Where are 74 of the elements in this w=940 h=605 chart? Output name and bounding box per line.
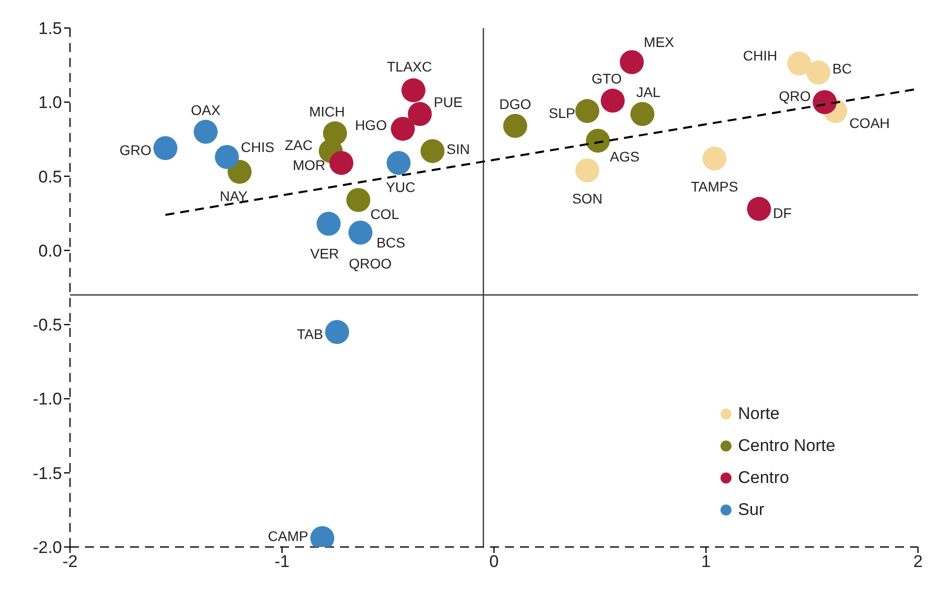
x-tick-label: 2 — [913, 552, 923, 572]
annotation: ZAC — [284, 137, 313, 154]
annotation: COAH — [849, 115, 890, 132]
annotation: DF — [773, 204, 792, 221]
point — [348, 220, 372, 245]
point — [153, 136, 178, 160]
point — [812, 90, 837, 114]
annotation: PUE — [434, 94, 463, 110]
legend-label: Sur — [738, 499, 764, 521]
annotation: SIN — [446, 141, 470, 158]
annotation: CAMP — [268, 528, 308, 544]
annotation: GTO — [592, 70, 622, 87]
annotation: CHIH — [743, 48, 778, 64]
annotation: JAL — [636, 84, 661, 100]
annotation: TAMPS — [690, 178, 738, 194]
annotation: MEX — [644, 34, 675, 50]
annotation: BC — [832, 60, 852, 76]
x-tick-label: 1 — [701, 552, 711, 572]
annotation: VER — [310, 246, 340, 262]
point — [420, 139, 445, 164]
point — [194, 120, 218, 144]
annotation: QROO — [348, 256, 392, 272]
legend-label: Norte — [738, 403, 780, 425]
annotation: CHIS — [240, 139, 274, 156]
point — [806, 60, 830, 84]
annotation: OAX — [190, 102, 222, 118]
annotation: AGS — [610, 148, 640, 165]
point — [503, 114, 528, 138]
annotation: YUC — [386, 178, 416, 195]
annotation: SLP — [548, 105, 576, 122]
x-tick-label: 0 — [489, 552, 499, 572]
point — [386, 150, 411, 175]
annotation: BCS — [376, 234, 406, 251]
point — [787, 52, 812, 76]
legend-label: Centro — [738, 467, 790, 489]
point — [214, 145, 239, 170]
annotation: TAB — [296, 326, 324, 342]
point — [408, 102, 432, 126]
x-tick-label: -2 — [62, 552, 78, 572]
annotation: GRO — [120, 142, 152, 158]
y-tick-label: -0.5 — [32, 316, 62, 335]
y-tick-label: -1.5 — [32, 464, 62, 483]
annotation: SON — [572, 190, 602, 206]
point — [630, 102, 654, 126]
y-tick-label: -1.0 — [32, 390, 62, 409]
y-tick-label: 1.5 — [38, 19, 62, 38]
point — [316, 212, 341, 236]
y-tick-label: 0.5 — [38, 167, 62, 186]
point — [620, 50, 644, 74]
point — [575, 158, 600, 182]
point — [401, 78, 426, 102]
annotation: HGO — [354, 116, 387, 133]
point — [575, 99, 600, 124]
point — [325, 320, 350, 344]
annotation: NAY — [220, 188, 248, 204]
y-tick-label: -2.0 — [32, 538, 62, 558]
point — [329, 150, 354, 175]
x-tick-label: -1 — [274, 552, 290, 572]
point — [586, 128, 610, 153]
y-tick-label: 0.0 — [38, 241, 62, 260]
annotation: QRO — [778, 88, 811, 104]
legend-label: Centro Norte — [738, 435, 836, 457]
annotation: COL — [370, 206, 400, 222]
annotation: MOR — [292, 156, 326, 173]
annotation: MICH — [309, 103, 345, 120]
point — [390, 116, 415, 141]
point — [346, 188, 370, 212]
point — [747, 196, 771, 221]
annotation: TLAXC — [386, 58, 432, 74]
annotation: DGO — [499, 96, 532, 112]
point — [228, 160, 252, 184]
y-tick-label: 1.0 — [38, 93, 62, 112]
point — [702, 146, 726, 170]
point — [600, 88, 625, 113]
